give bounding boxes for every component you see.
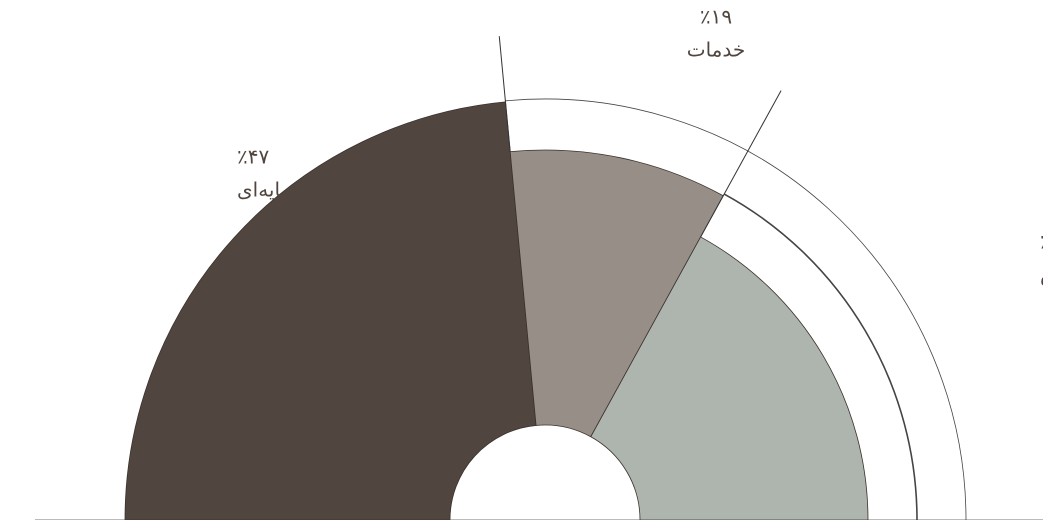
category-label: خدمات [687,38,746,62]
value-label: ٪۱۹ [700,5,732,29]
category-label: کالای پرگردش [1040,263,1043,288]
outline-arc [723,193,918,520]
leader-line [700,90,782,238]
pie-slice [590,236,869,520]
value-label: ٪۳۴ [1040,230,1043,254]
value-label: ٪۴۷ [237,145,269,169]
leader-line [498,36,511,152]
outline-arc [505,98,967,520]
category-label: کالای با دوام و سرمایه‌ای [237,178,446,202]
pie-slice [124,101,537,520]
pie-slice [509,149,724,438]
